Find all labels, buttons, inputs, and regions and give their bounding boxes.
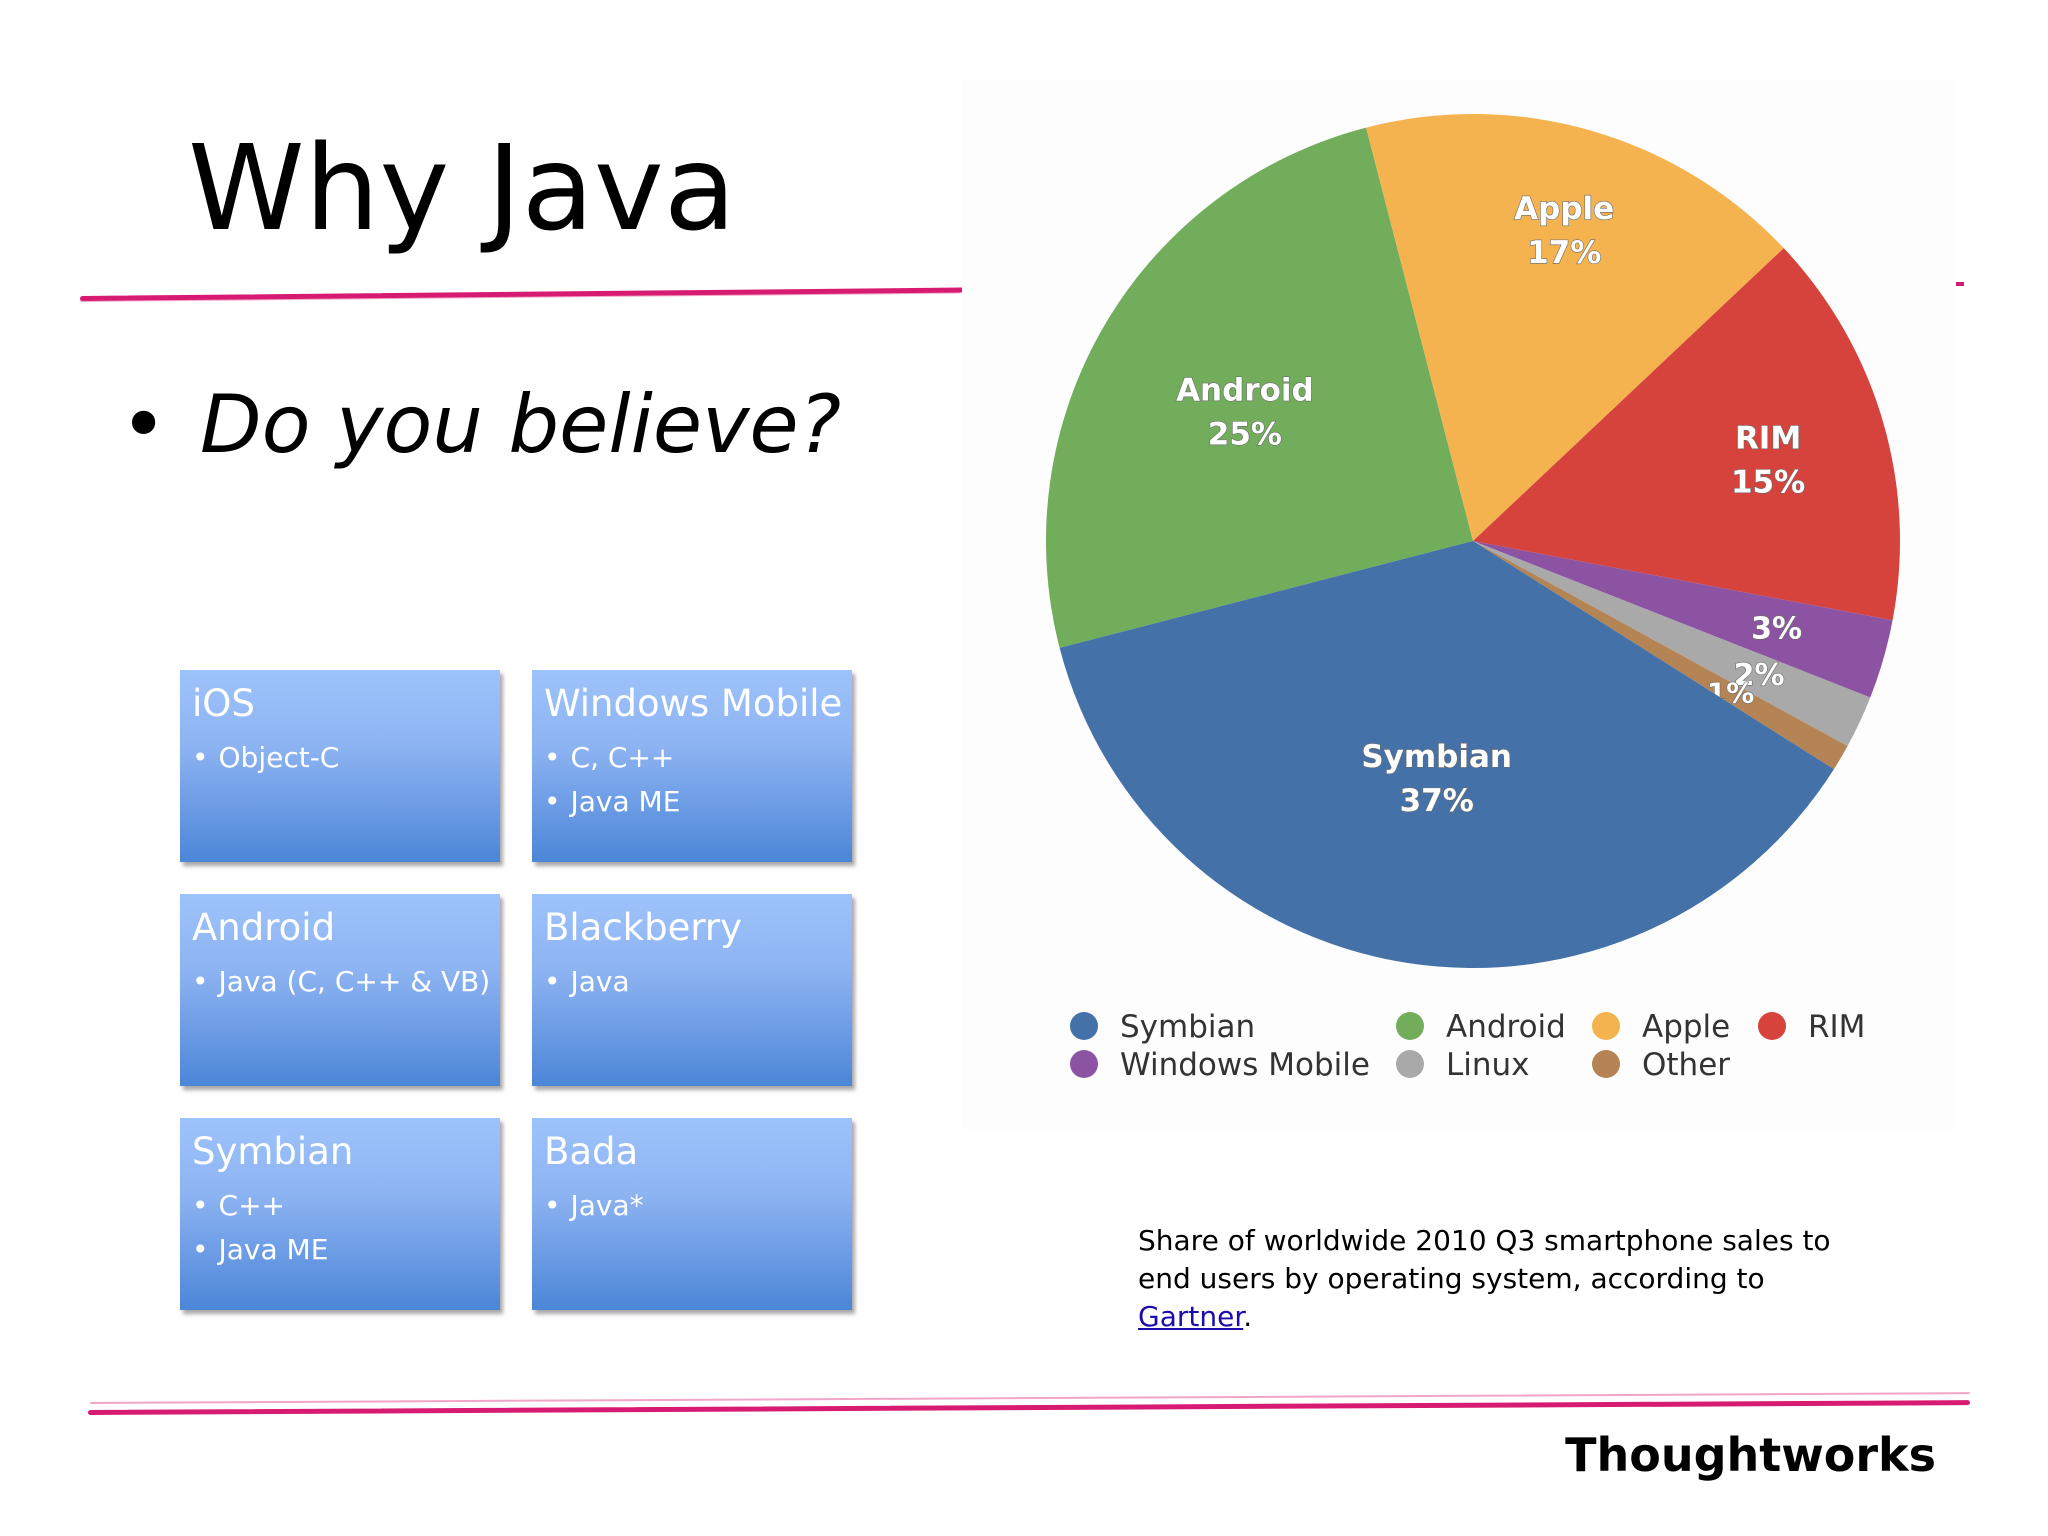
gartner-link[interactable]: Gartner xyxy=(1138,1300,1244,1333)
slice-percent-label: 3% xyxy=(1751,612,1802,647)
legend-swatch xyxy=(1396,1012,1424,1040)
pie-chart-panel: Android 25% Apple 17% RIM 15% 3% 2% 1% Symbian 37%… xyxy=(962,80,1954,1130)
platform-box-title: Bada xyxy=(544,1130,639,1173)
pie-slice-symbian xyxy=(1059,541,1834,968)
legend-label: Apple xyxy=(1642,1009,1730,1045)
platform-box-title: Symbian xyxy=(192,1130,354,1173)
platform-box-title: Android xyxy=(192,906,336,949)
decorative-tick xyxy=(1956,282,1964,286)
legend-swatch xyxy=(1396,1050,1424,1078)
platform-box-item: Java ME xyxy=(192,1228,488,1272)
platform-box-list: C, C++ Java ME xyxy=(544,736,840,824)
slice-name-label: Symbian xyxy=(1361,739,1512,775)
platform-box-symbian: Symbian C++ Java ME xyxy=(180,1118,500,1310)
slice-percent-label: 2% xyxy=(1734,658,1785,693)
legend-swatch xyxy=(1758,1012,1786,1040)
legend-label: Linux xyxy=(1446,1047,1530,1083)
pie-slice-linux xyxy=(1473,541,1871,747)
platform-box-item: C++ xyxy=(192,1184,488,1228)
slice-percent-label: 37% xyxy=(1400,783,1474,819)
pie-slice-windows-mobile xyxy=(1473,541,1893,698)
platform-box-android: Android Java (C, C++ & VB) xyxy=(180,894,500,1086)
platform-box-item: Java (C, C++ & VB) xyxy=(192,960,491,1004)
bullet-dot: • xyxy=(120,378,168,471)
legend-label: Android xyxy=(1446,1009,1566,1045)
legend-label: RIM xyxy=(1808,1009,1865,1045)
legend-label: Symbian xyxy=(1120,1009,1255,1045)
platform-box-windows-mobile: Windows Mobile C, C++ Java ME xyxy=(532,670,852,862)
platform-box-list: Java (C, C++ & VB) xyxy=(192,960,491,1004)
slice-percent-label: 15% xyxy=(1731,465,1805,501)
legend-label: Windows Mobile xyxy=(1120,1047,1370,1083)
platform-box-item: C, C++ xyxy=(544,736,840,780)
slice-name-label: RIM xyxy=(1735,421,1801,457)
caption-end: . xyxy=(1243,1300,1253,1333)
main-bullet: • Do you believe? xyxy=(120,375,841,475)
pie-slice-rim xyxy=(1473,248,1900,621)
legend-swatch xyxy=(1592,1050,1620,1078)
pie-slice-android xyxy=(1046,127,1473,648)
platform-box-list: C++ Java ME xyxy=(192,1184,488,1272)
legend-swatch xyxy=(1592,1012,1620,1040)
platform-box-bada: Bada Java* xyxy=(532,1118,852,1310)
legend-swatch xyxy=(1070,1012,1098,1040)
platform-box-item: Java xyxy=(544,960,840,1004)
platform-box-title: Windows Mobile xyxy=(544,682,843,725)
slice-percent-label: 25% xyxy=(1208,417,1282,453)
platform-box-title: Blackberry xyxy=(544,906,743,949)
platform-box-item: Object-C xyxy=(192,736,488,780)
platform-box-list: Java* xyxy=(544,1184,840,1228)
brand-logo-text: Thoughtworks xyxy=(1565,1428,1936,1482)
chart-caption: Share of worldwide 2010 Q3 smartphone sa… xyxy=(1138,1222,1838,1336)
platform-box-list: Java xyxy=(544,960,840,1004)
platform-box-blackberry: Blackberry Java xyxy=(532,894,852,1086)
pie-chart: Android25%Apple17%RIM15%3%2%1%Symbian37%… xyxy=(1046,114,1900,1083)
pie-slice-other xyxy=(1473,541,1848,770)
slide-title: Why Java xyxy=(188,119,737,257)
platform-box-item: Java* xyxy=(544,1184,840,1228)
legend-swatch xyxy=(1070,1050,1098,1078)
slice-percent-label: 17% xyxy=(1527,235,1601,271)
legend-label: Other xyxy=(1642,1047,1730,1083)
caption-text: Share of worldwide 2010 Q3 smartphone sa… xyxy=(1138,1224,1831,1295)
platform-box-title: iOS xyxy=(192,682,255,725)
platform-box-item: Java ME xyxy=(544,780,840,824)
main-bullet-text: Do you believe? xyxy=(200,378,842,471)
platform-box-ios: iOS Object-C xyxy=(180,670,500,862)
platform-box-list: Object-C xyxy=(192,736,488,780)
slice-name-label: Android xyxy=(1176,373,1314,409)
pie-slice-apple xyxy=(1366,114,1784,542)
slice-name-label: Apple xyxy=(1514,191,1614,227)
